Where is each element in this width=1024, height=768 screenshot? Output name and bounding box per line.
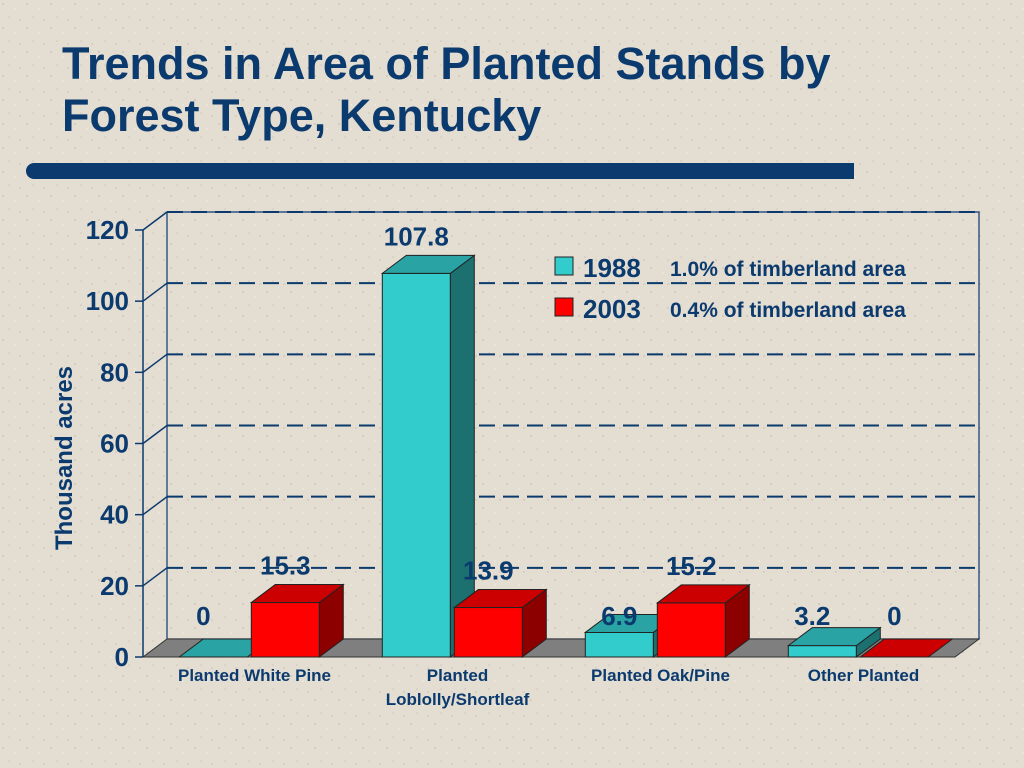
x-tick-label: Loblolly/Shortleaf: [386, 690, 530, 709]
data-label: 0: [887, 601, 901, 631]
gridline-depth: [142, 211, 168, 231]
bar-top-2003: [249, 584, 345, 604]
legend-annotation: 1.0% of timberland area: [670, 258, 906, 281]
gridline-depth: [142, 353, 168, 373]
gridline-depth: [142, 282, 168, 302]
y-tick-label: 20: [100, 571, 129, 601]
legend-swatch-2003: [554, 297, 574, 317]
bar-top-2003: [452, 589, 548, 609]
legend-swatch-1988: [554, 256, 574, 276]
gridline-depth: [142, 567, 168, 587]
data-label: 13.9: [463, 556, 514, 586]
gridline-depth: [142, 496, 168, 516]
bar-top-1988: [380, 254, 476, 274]
bar-top-2003: [655, 584, 751, 604]
bar-top-2003: [858, 638, 954, 658]
x-tick-label: Planted: [427, 666, 488, 685]
data-label: 107.8: [384, 221, 449, 251]
legend-label: 2003: [583, 294, 641, 324]
y-axis-title: Thousand acres: [51, 366, 78, 550]
y-tick-label: 80: [100, 357, 129, 387]
title-underline-bar: [26, 163, 854, 179]
bar-top-1988: [786, 627, 882, 647]
bar-2003: [453, 607, 523, 658]
legend-label: 1988: [583, 253, 641, 283]
bar-2003: [250, 602, 320, 658]
bar-1988: [584, 631, 654, 658]
y-tick-label: 60: [100, 429, 129, 459]
data-label: 15.3: [260, 551, 311, 581]
bar-1988: [381, 272, 451, 658]
slide-title: Trends in Area of Planted Stands by Fore…: [62, 38, 982, 142]
y-tick-label: 0: [115, 642, 129, 672]
gridline-depth: [142, 424, 168, 445]
data-label: 3.2: [794, 601, 830, 631]
bar-2003: [656, 602, 726, 658]
data-label: 15.2: [666, 551, 717, 581]
title-line-1: Trends in Area of Planted Stands by: [62, 38, 831, 89]
title-line-2: Forest Type, Kentucky: [62, 90, 542, 141]
data-label: 0: [196, 601, 210, 631]
bar-1988: [787, 645, 857, 658]
y-tick-label: 120: [86, 215, 129, 245]
y-tick-label: 100: [86, 286, 129, 316]
legend-annotation: 0.4% of timberland area: [670, 299, 906, 322]
data-label: 6.9: [601, 601, 637, 631]
x-tick-label: Other Planted: [808, 666, 919, 685]
x-tick-label: Planted Oak/Pine: [591, 666, 730, 685]
x-tick-label: Planted White Pine: [178, 666, 331, 685]
y-tick-label: 40: [100, 500, 129, 530]
